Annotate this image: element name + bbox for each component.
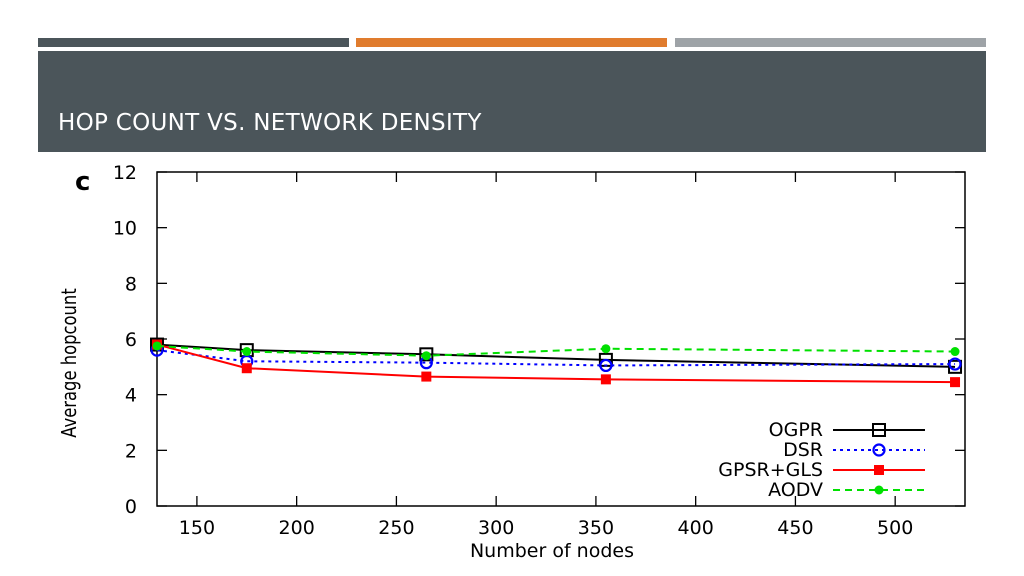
- y-tick-label: 2: [125, 440, 137, 462]
- accent-bar-orange: [356, 38, 667, 47]
- data-point: [599, 358, 613, 373]
- data-point: [241, 363, 252, 374]
- plot-frame: [156, 171, 966, 507]
- data-point: [600, 374, 611, 385]
- data-point: [601, 344, 611, 354]
- legend-label: OGPR: [769, 419, 823, 441]
- legend-marker: [874, 485, 884, 495]
- y-tick-label: 10: [113, 218, 137, 240]
- panel-label: c: [75, 167, 90, 197]
- data-point: [421, 351, 431, 361]
- y-tick-label: 6: [125, 329, 137, 351]
- data-point: [950, 347, 960, 357]
- x-tick-label: 200: [279, 517, 315, 539]
- data-point: [421, 371, 432, 382]
- x-tick-label: 150: [179, 517, 215, 539]
- series-ogpr: [150, 337, 963, 374]
- data-point: [948, 357, 962, 371]
- data-point: [950, 377, 961, 388]
- data-point: [152, 341, 162, 351]
- hopcount-line-chart: 0 2 4 6 8 10 12 150 200 250 300 350 400 450 500 Number …: [59, 162, 966, 562]
- legend-marker: [872, 423, 886, 437]
- data-point: [242, 347, 252, 357]
- x-tick-label: 350: [578, 517, 614, 539]
- accent-bar-dark: [38, 38, 349, 47]
- series-aodv: [152, 341, 960, 361]
- x-tick-label: 300: [478, 517, 514, 539]
- y-axis-label: Average hopcount: [59, 288, 82, 437]
- y-tick-label: 0: [125, 496, 137, 518]
- title-band: [38, 51, 986, 152]
- x-tick-label: 450: [777, 517, 813, 539]
- series-line: [156, 343, 956, 368]
- data-point: [419, 347, 434, 362]
- slide-title: HOP COUNT VS. NETWORK DENSITY: [58, 110, 482, 136]
- y-tick-label: 12: [113, 162, 137, 184]
- x-tick-label: 250: [378, 517, 414, 539]
- legend-marker: [872, 443, 886, 457]
- data-point: [948, 359, 963, 374]
- legend-label: GPSR+GLS: [718, 459, 823, 481]
- legend-label: DSR: [783, 439, 823, 461]
- x-axis-label: Number of nodes: [470, 540, 634, 562]
- x-tick-label: 500: [877, 517, 913, 539]
- x-tick-label: 400: [678, 517, 714, 539]
- y-tick-label: 4: [125, 385, 137, 407]
- legend-marker: [874, 465, 884, 475]
- y-tick-label: 8: [125, 273, 137, 295]
- accent-bar-gray: [675, 38, 986, 47]
- series-gpsr-gls: [152, 339, 961, 388]
- legend-label: AODV: [768, 479, 823, 501]
